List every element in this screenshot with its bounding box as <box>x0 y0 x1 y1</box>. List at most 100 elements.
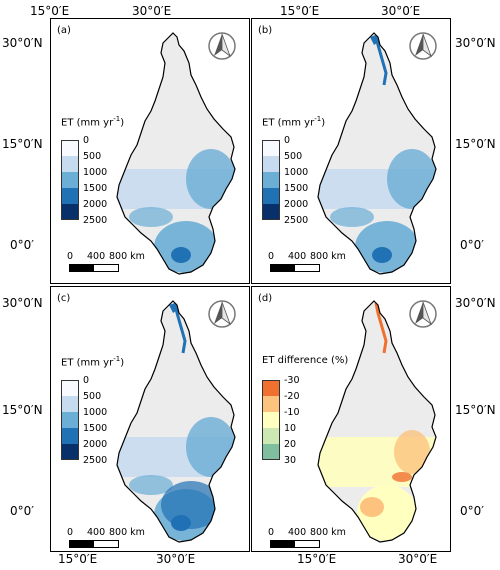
scale-label-400: 400 <box>87 251 106 262</box>
north-arrow-icon <box>409 32 437 60</box>
scale-label-400: 400 <box>288 251 307 262</box>
scale-label-0: 0 <box>268 251 275 262</box>
scale-bar-black <box>69 540 95 548</box>
nile-delta <box>370 35 380 45</box>
basin-outline <box>317 300 437 543</box>
scale-bar-white <box>294 540 320 548</box>
difference-east-zone <box>394 430 430 474</box>
ethiopian-highland-zone <box>387 149 436 209</box>
panel-label: (d) <box>258 293 273 304</box>
north-arrow-icon <box>409 300 437 328</box>
legend-frame <box>262 380 280 460</box>
panel-label: (c) <box>57 293 71 304</box>
legend-label: 30 <box>284 455 297 466</box>
sudd-wetland-zone <box>129 475 173 495</box>
legend-label: -20 <box>284 391 300 402</box>
legend-label: 1000 <box>83 167 108 178</box>
legend-label: 1500 <box>284 183 309 194</box>
legend-label: 2500 <box>83 215 108 226</box>
legend-label: 1000 <box>284 167 309 178</box>
right-y-tick-0-bottom: 0°0′ <box>460 504 484 518</box>
legend-title-text: ET (mm yr <box>262 117 315 129</box>
left-y-tick-0-top: 0°0′ <box>10 238 34 252</box>
legend-label: 2500 <box>284 215 309 226</box>
legend-label: -30 <box>284 375 300 386</box>
bottom-x-tick-15e-right: 15°0′E <box>297 552 337 566</box>
lake-victoria-zone <box>171 247 191 263</box>
legend-title-superscript: -1 <box>113 115 121 123</box>
legend-frame <box>61 140 79 220</box>
basin-outline <box>317 32 437 275</box>
scale-bar-black <box>270 264 296 272</box>
legend-title-superscript: -1 <box>113 355 121 363</box>
difference-negative-zone <box>360 497 384 517</box>
sudd-wetland-zone <box>330 207 374 227</box>
legend-label: 20 <box>284 439 297 450</box>
legend-label: 500 <box>284 151 303 162</box>
panel-label: (b) <box>258 25 273 36</box>
bottom-x-tick-30e-right: 30°0′E <box>398 552 438 566</box>
legend-title-end: ) <box>321 117 326 129</box>
basin-map <box>116 32 236 275</box>
scale-bar-black <box>69 264 95 272</box>
top-x-tick-30e-left: 30°0′E <box>132 4 172 18</box>
scale-bar-white <box>294 264 320 272</box>
nile-delta <box>169 303 179 313</box>
legend-label: -10 <box>284 407 300 418</box>
scale-label-0: 0 <box>268 527 275 538</box>
legend-title: ET (mm yr-1) <box>61 355 124 368</box>
difference-strong-zone <box>392 472 412 482</box>
left-y-tick-30n-bottom: 30°0′N <box>2 296 43 310</box>
scale-label-400: 400 <box>288 527 307 538</box>
right-y-tick-0-top: 0°0′ <box>460 238 484 252</box>
legend-label: 1000 <box>83 407 108 418</box>
bottom-x-tick-30e-left: 30°0′E <box>156 552 196 566</box>
legend-title: ET difference (%) <box>262 355 348 366</box>
legend-frame <box>61 380 79 460</box>
basin-outline <box>116 300 236 543</box>
top-x-tick-15e-right: 15°0′E <box>280 4 320 18</box>
legend-title: ET (mm yr-1) <box>61 115 124 128</box>
legend-label: 1500 <box>83 423 108 434</box>
legend-frame <box>262 140 280 220</box>
scale-label-0: 0 <box>67 251 74 262</box>
high-et-zone <box>161 481 221 529</box>
map-panel-c: (c) ET (mm yr-1) 0 500 1000 1500 2000 2500 0 400 8… <box>50 286 250 552</box>
map-panel-b: (b) ET (mm yr-1) 0 500 1000 1500 2000 2500 0 400 8… <box>251 18 451 284</box>
legend-label: 2000 <box>284 199 309 210</box>
legend-label: 2500 <box>83 455 108 466</box>
scale-bar-black <box>270 540 296 548</box>
legend-title-text: ET difference (%) <box>262 355 349 366</box>
basin-map <box>116 300 236 543</box>
north-arrow-icon <box>208 300 236 328</box>
legend-title-superscript: -1 <box>314 115 322 123</box>
top-x-tick-30e-right: 30°0′E <box>381 4 421 18</box>
scale-bar-white <box>93 264 119 272</box>
legend-label: 0 <box>83 135 90 146</box>
right-y-tick-30n-bottom: 30°0′N <box>455 296 496 310</box>
lake-victoria-zone <box>372 247 392 263</box>
basin-map <box>317 32 437 275</box>
equatorial-lakes-zone <box>154 221 218 273</box>
sudd-wetland-zone <box>129 207 173 227</box>
scale-label-400: 400 <box>87 527 106 538</box>
left-y-tick-15n-bottom: 15°0′N <box>2 403 43 417</box>
top-x-tick-15e-left: 15°0′E <box>30 4 70 18</box>
basin-outline <box>116 32 236 275</box>
left-y-tick-0-bottom: 0°0′ <box>10 504 34 518</box>
scale-bar-white <box>93 540 119 548</box>
legend-label: 0 <box>284 135 291 146</box>
scale-label-800: 800 km <box>310 527 346 538</box>
scale-label-0: 0 <box>67 527 74 538</box>
ethiopian-highland-zone <box>186 149 235 209</box>
legend-label: 500 <box>83 391 102 402</box>
left-y-tick-15n-top: 15°0′N <box>2 137 43 151</box>
legend-title-text: ET (mm yr <box>61 117 114 129</box>
scale-label-800: 800 km <box>109 527 145 538</box>
scale-label-800: 800 km <box>310 251 346 262</box>
legend-title: ET (mm yr-1) <box>262 115 325 128</box>
left-y-tick-30n-top: 30°0′N <box>2 36 43 50</box>
legend-label: 1500 <box>83 183 108 194</box>
legend-label: 2000 <box>83 439 108 450</box>
legend-title-end: ) <box>120 357 125 369</box>
